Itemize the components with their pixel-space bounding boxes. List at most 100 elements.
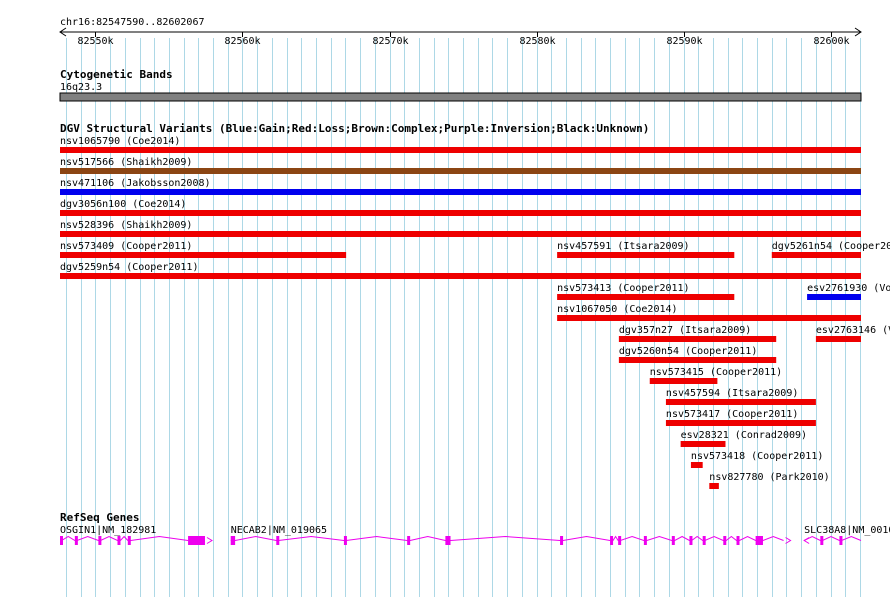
dgv-feature-label: nsv1065790 (Coe2014) — [60, 136, 180, 147]
gene-exon[interactable] — [98, 536, 102, 545]
dgv-feature-bar[interactable] — [709, 483, 719, 489]
dgv-feature-bar[interactable] — [60, 210, 861, 216]
gene[interactable]: SLC38A8|NM_001080442 — [803, 525, 890, 545]
gene-exon[interactable] — [723, 536, 727, 545]
dgv-feature-bar[interactable] — [60, 189, 861, 195]
dgv-feature[interactable]: nsv573413 (Cooper2011) — [557, 283, 735, 300]
gene-exon[interactable] — [74, 536, 78, 545]
gene-exon[interactable] — [127, 536, 131, 545]
ruler-tick-label: 82580k — [519, 36, 555, 47]
gene-exon[interactable] — [839, 536, 843, 545]
dgv-feature-label: dgv357n27 (Itsara2009) — [619, 325, 751, 336]
dgv-feature[interactable]: nsv457594 (Itsara2009) — [665, 388, 816, 405]
gene-label: OSGIN1|NM_182981 — [60, 525, 156, 536]
dgv-feature[interactable]: dgv5259n54 (Cooper2011) — [60, 262, 861, 279]
dgv-feature[interactable]: nsv573409 (Cooper2011) — [60, 241, 347, 258]
dgv-feature[interactable]: nsv528396 (Shaikh2009) — [60, 220, 861, 237]
dgv-feature-bar[interactable] — [557, 294, 735, 300]
gene-exon[interactable] — [618, 536, 622, 545]
dgv-feature[interactable]: nsv827780 (Park2010) — [709, 472, 830, 489]
dgv-feature[interactable]: dgv3056n100 (Coe2014) — [60, 199, 861, 216]
dgv-feature-label: esv28321 (Conrad2009) — [681, 430, 807, 441]
dgv-feature[interactable]: esv2761930 (Vogler2010) — [807, 283, 890, 300]
ruler-tick-label: 82600k — [813, 36, 849, 47]
gene-exon[interactable] — [560, 536, 564, 545]
ruler[interactable]: chr16:82547590..82602067 82550k 82560k 825… — [59, 17, 862, 47]
gene-exon[interactable] — [117, 536, 121, 545]
dgv-feature-bar[interactable] — [690, 462, 703, 468]
dgv-feature-bar[interactable] — [665, 399, 816, 405]
ruler-ticks: 82550k 82560k 82570k 82580k 82590k 82600k — [77, 32, 850, 47]
dgv-features[interactable]: nsv1065790 (Coe2014) nsv517566 (Shaikh200… — [60, 136, 890, 489]
strand-arrow-icon — [785, 537, 792, 544]
gene-exon[interactable] — [610, 536, 614, 545]
dgv-feature[interactable]: nsv1067050 (Coe2014) — [557, 304, 861, 321]
dgv-feature-bar[interactable] — [815, 336, 861, 342]
dgv-feature-bar[interactable] — [557, 252, 735, 258]
refseq-track[interactable]: RefSeq Genes OSGIN1|NM_182981 NECAB2|NM_0… — [60, 511, 890, 545]
dgv-feature-bar[interactable] — [60, 168, 861, 174]
gene-exon[interactable] — [188, 536, 205, 545]
gene-exon[interactable] — [736, 536, 740, 545]
dgv-feature-label: nsv573413 (Cooper2011) — [557, 283, 689, 294]
cytoband-track[interactable]: Cytogenetic Bands 16q23.3 — [59, 68, 862, 102]
dgv-feature-bar[interactable] — [60, 273, 861, 279]
dgv-feature-bar[interactable] — [618, 357, 777, 363]
gene-exon[interactable] — [702, 536, 706, 545]
dgv-feature-bar[interactable] — [618, 336, 777, 342]
dgv-feature[interactable]: nsv573415 (Cooper2011) — [649, 367, 782, 384]
dgv-feature[interactable]: dgv5261n54 (Cooper2011) — [771, 241, 890, 258]
dgv-feature-label: nsv827780 (Park2010) — [709, 472, 829, 483]
dgv-feature-label: nsv457591 (Itsara2009) — [557, 241, 689, 252]
dgv-feature[interactable]: nsv1065790 (Coe2014) — [60, 136, 861, 153]
gene-exon[interactable] — [407, 536, 411, 545]
dgv-feature-label: nsv471106 (Jakobsson2008) — [60, 178, 211, 189]
dgv-feature-bar[interactable] — [807, 294, 861, 300]
gene-exon[interactable] — [820, 536, 824, 545]
dgv-feature-bar[interactable] — [665, 420, 816, 426]
gene-exon[interactable] — [230, 536, 236, 545]
dgv-feature-bar[interactable] — [60, 147, 861, 153]
dgv-feature[interactable]: nsv517566 (Shaikh2009) — [60, 157, 861, 174]
dgv-feature[interactable]: dgv357n27 (Itsara2009) — [618, 325, 777, 342]
dgv-feature-label: esv2763146 (Vogler2010) — [816, 325, 890, 336]
gene-exon[interactable] — [60, 536, 63, 545]
gene-exon[interactable] — [689, 536, 693, 545]
dgv-feature-bar[interactable] — [771, 252, 861, 258]
dgv-feature[interactable]: nsv457591 (Itsara2009) — [557, 241, 735, 258]
gene-intron-line — [803, 535, 862, 541]
gene-exon[interactable] — [671, 536, 675, 545]
ruler-right-arrow-icon — [854, 27, 862, 37]
gene-exon[interactable] — [643, 536, 647, 545]
gene-exon[interactable] — [276, 536, 280, 545]
dgv-feature-bar[interactable] — [557, 315, 861, 321]
vertical-gridlines — [66, 38, 861, 597]
dgv-feature-label: dgv5261n54 (Cooper2011) — [772, 241, 890, 252]
dgv-feature-bar[interactable] — [60, 231, 861, 237]
gene-exon[interactable] — [755, 536, 763, 545]
dgv-feature[interactable]: nsv573417 (Cooper2011) — [665, 409, 816, 426]
dgv-feature-label: nsv573415 (Cooper2011) — [650, 367, 782, 378]
dgv-feature[interactable]: esv28321 (Conrad2009) — [680, 430, 807, 447]
dgv-feature-label: dgv5260n54 (Cooper2011) — [619, 346, 757, 357]
gene-intron-line — [230, 535, 784, 541]
dgv-feature[interactable]: esv2763146 (Vogler2010) — [815, 325, 890, 342]
dgv-feature[interactable]: nsv471106 (Jakobsson2008) — [60, 178, 861, 195]
gene[interactable]: NECAB2|NM_019065 — [230, 525, 792, 545]
dgv-track-title: DGV Structural Variants (Blue:Gain;Red:L… — [60, 122, 649, 135]
ruler-tick-label: 82560k — [224, 36, 260, 47]
dgv-feature-bar[interactable] — [60, 252, 347, 258]
gene-exon[interactable] — [343, 536, 347, 545]
dgv-feature[interactable]: nsv573418 (Cooper2011) — [690, 451, 823, 468]
dgv-feature-bar[interactable] — [680, 441, 726, 447]
refseq-genes[interactable]: OSGIN1|NM_182981 NECAB2|NM_019065 SLC38A8|… — [60, 525, 890, 545]
dgv-track[interactable]: DGV Structural Variants (Blue:Gain;Red:L… — [60, 122, 890, 489]
dgv-feature-bar[interactable] — [649, 378, 718, 384]
cytoband-bar[interactable] — [59, 92, 862, 102]
dgv-feature-label: nsv517566 (Shaikh2009) — [60, 157, 192, 168]
ruler-tick-label: 82570k — [372, 36, 408, 47]
gene-exon[interactable] — [445, 536, 451, 545]
gene[interactable]: OSGIN1|NM_182981 — [60, 525, 213, 545]
dgv-feature[interactable]: dgv5260n54 (Cooper2011) — [618, 346, 777, 363]
